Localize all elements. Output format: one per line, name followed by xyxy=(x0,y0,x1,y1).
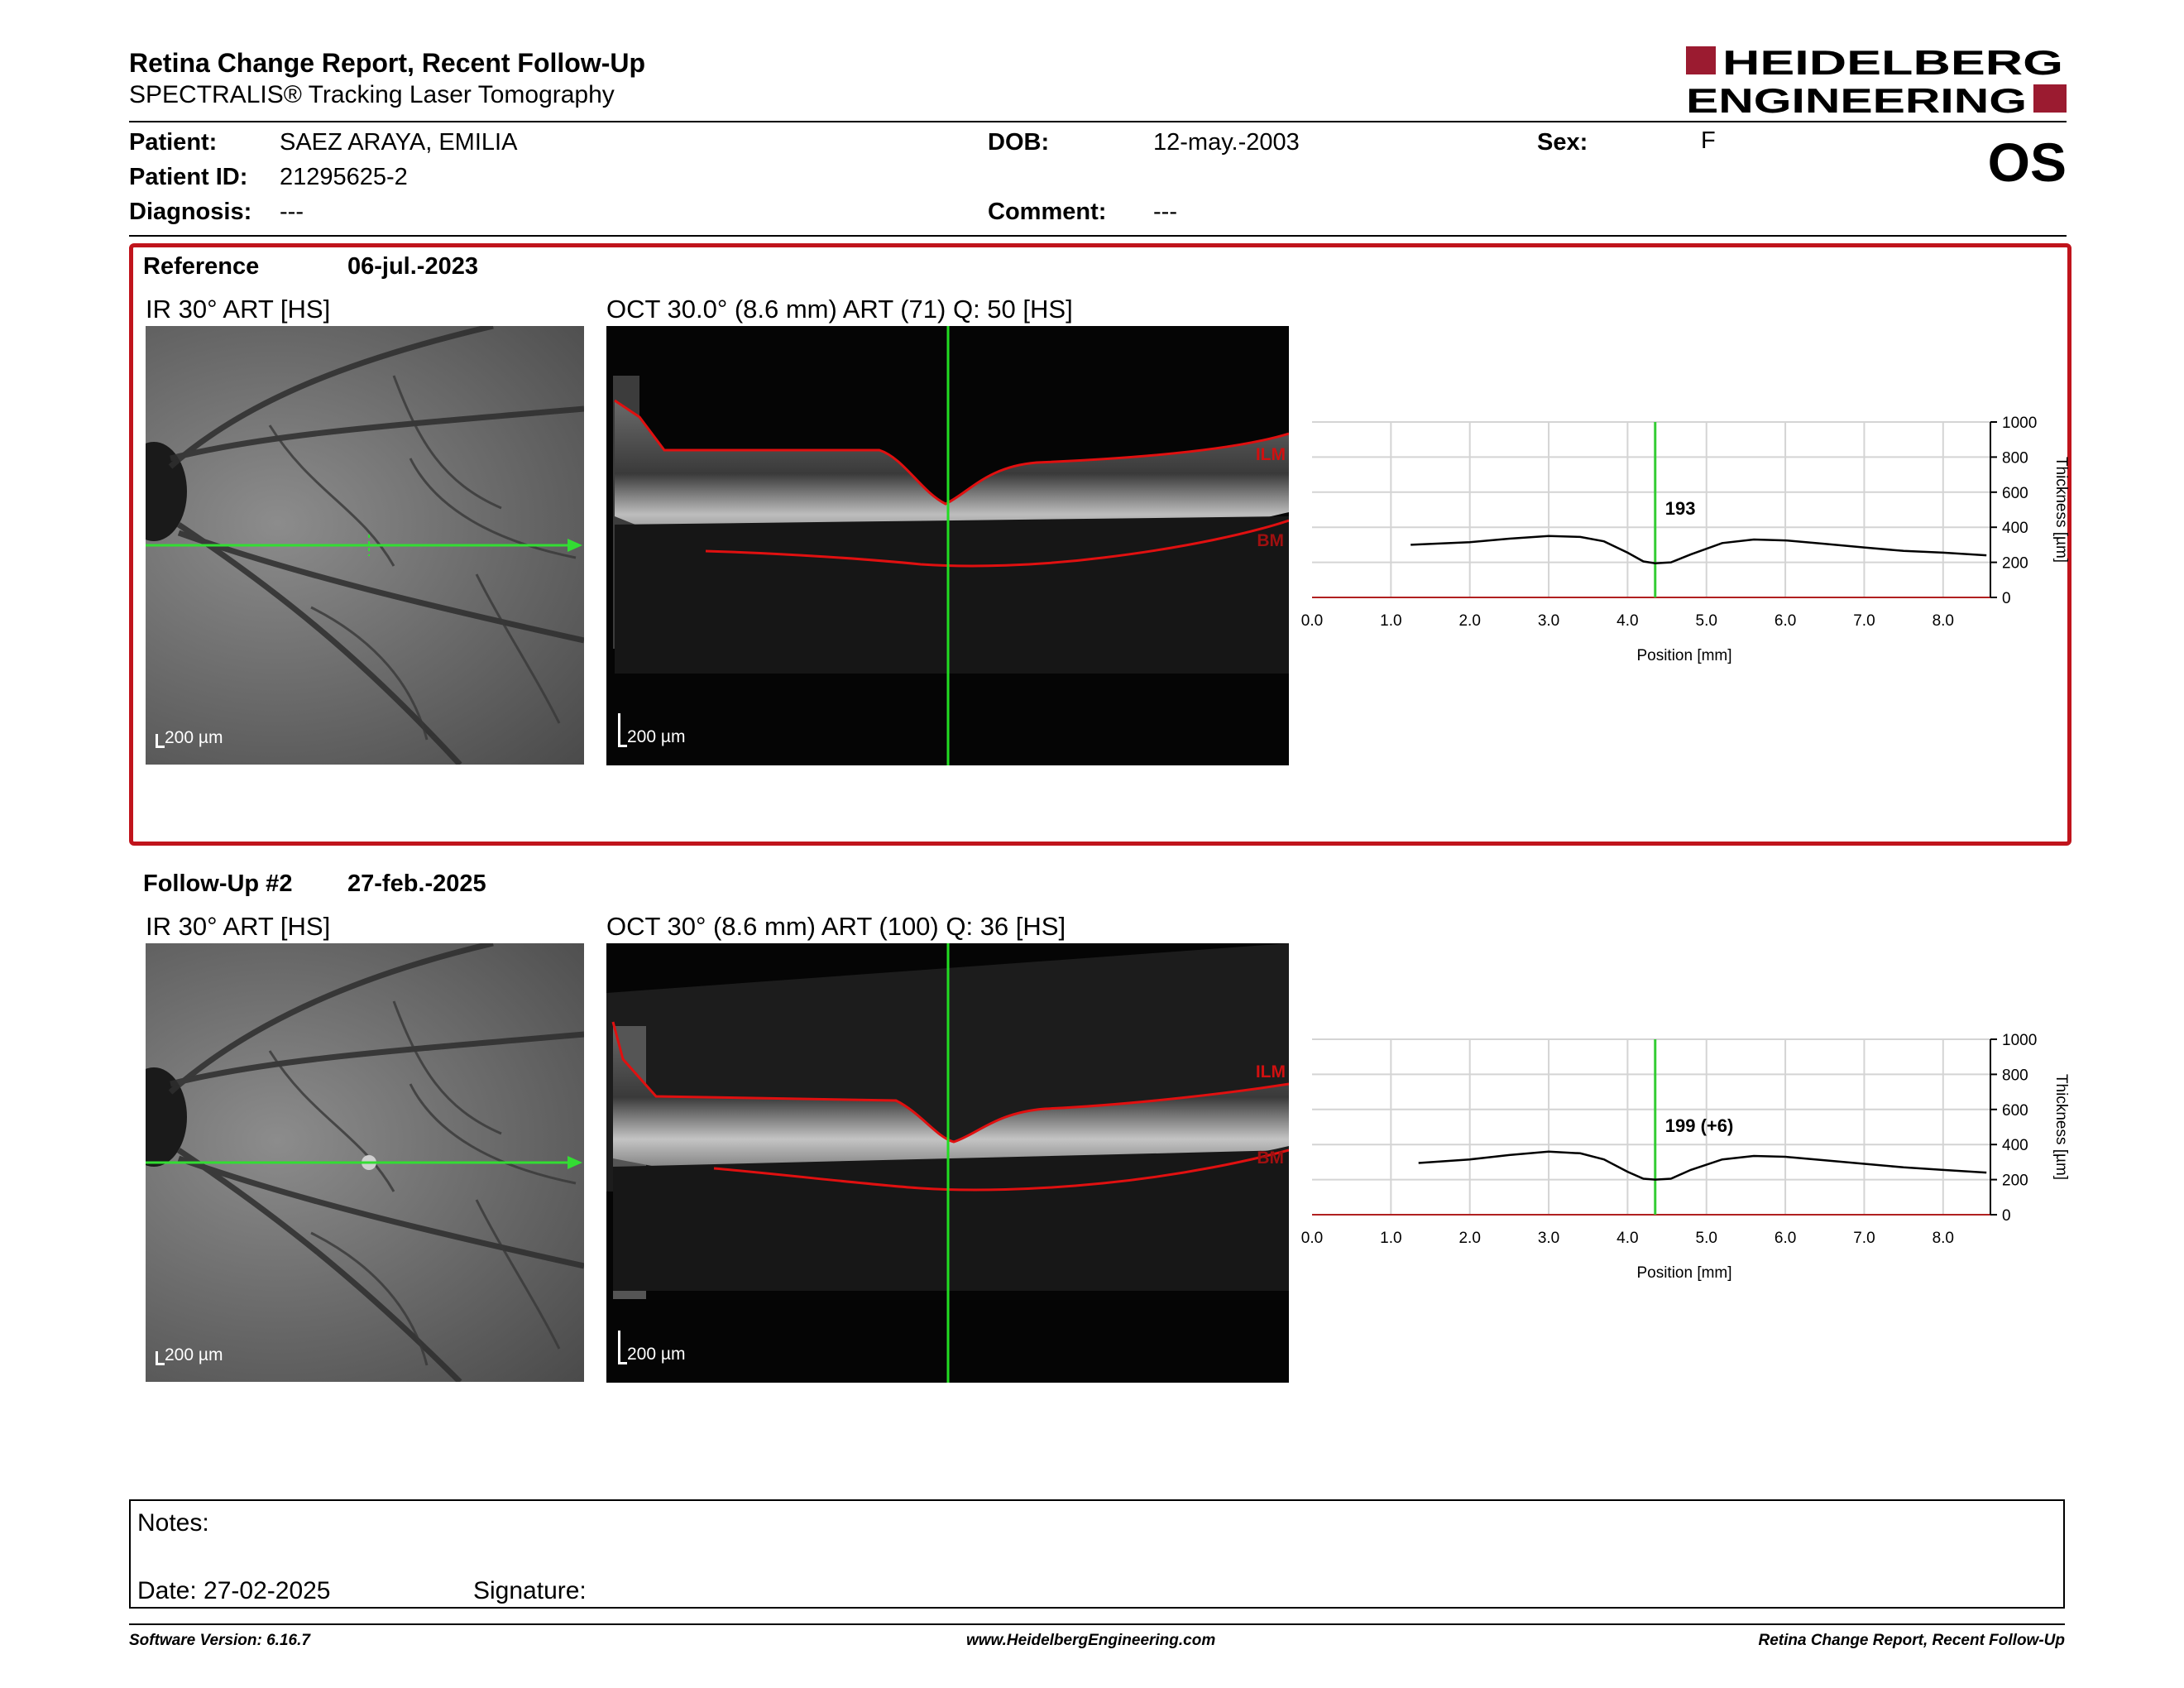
x-tick-label: 4.0 xyxy=(1616,612,1638,630)
signature-label: Signature: xyxy=(473,1577,587,1604)
report-subtitle: SPECTRALIS® Tracking Laser Tomography xyxy=(129,81,615,108)
comment-label: Comment: xyxy=(988,199,1107,225)
followup-oct-scale: 200 µm xyxy=(627,1345,686,1364)
followup-ir-fundus-image: 200 µm xyxy=(146,943,584,1382)
x-tick-label: 8.0 xyxy=(1933,612,1954,630)
logo-line2: ENGINEERING xyxy=(1686,81,2027,117)
reference-ilm-label: ILM xyxy=(1255,445,1286,464)
y-tick-label: 400 xyxy=(2002,520,2028,537)
reference-ir-scale: 200 µm xyxy=(165,728,223,747)
x-tick-label: 5.0 xyxy=(1696,1230,1717,1247)
reference-date: 06-jul.-2023 xyxy=(347,253,478,280)
x-tick-label: 2.0 xyxy=(1458,612,1480,630)
x-axis-label: Position [mm] xyxy=(1636,647,1731,664)
dob-label: DOB: xyxy=(988,129,1050,156)
followup-oct-bscan-image: ILM BM 200 µm xyxy=(606,943,1289,1383)
heidelberg-logo: HEIDELBERG ENGINEERING xyxy=(1686,43,2067,117)
eye-indicator: OS xyxy=(1987,132,2067,193)
x-tick-label: 4.0 xyxy=(1616,1230,1638,1247)
notes-label: Notes: xyxy=(137,1509,209,1537)
footer-software-version: Software Version: 6.16.7 xyxy=(129,1632,310,1649)
x-tick-label: 0.0 xyxy=(1301,1230,1323,1247)
reference-thickness-chart: 0 200 400 600 800 1000 0.0 1.0 2.0 3.0 4.0 5.0 6.0 7.… xyxy=(1301,415,2068,664)
x-tick-label: 7.0 xyxy=(1853,1230,1875,1247)
followup-date: 27-feb.-2025 xyxy=(347,870,486,897)
reference-ir-label: IR 30° ART [HS] xyxy=(146,295,331,324)
thickness-profile-line xyxy=(1410,535,1987,564)
y-tick-label: 600 xyxy=(2002,485,2028,502)
patient-label: Patient: xyxy=(129,129,218,156)
dob-value: 12-may.-2003 xyxy=(1153,129,1300,156)
followup-thickness-chart: 0 200 400 600 800 1000 0.0 1.0 2.0 3.0 4.0 5.0 6.0 7.… xyxy=(1301,1032,2068,1282)
followup-ilm-label: ILM xyxy=(1255,1062,1286,1081)
y-tick-label: 200 xyxy=(2002,555,2028,573)
y-tick-label: 0 xyxy=(2002,590,2011,607)
x-axis-label: Position [mm] xyxy=(1636,1264,1731,1282)
y-tick-label: 1000 xyxy=(2002,1032,2037,1049)
x-tick-label: 2.0 xyxy=(1458,1230,1480,1247)
y-tick-label: 600 xyxy=(2002,1102,2028,1120)
x-tick-label: 7.0 xyxy=(1853,612,1875,630)
reference-label: Reference xyxy=(143,253,260,280)
x-tick-label: 3.0 xyxy=(1538,612,1559,630)
reference-ir-fundus-image: 200 µm xyxy=(146,326,584,765)
y-tick-label: 400 xyxy=(2002,1137,2028,1154)
footer-report-name: Retina Change Report, Recent Follow-Up xyxy=(1758,1632,2065,1649)
sex-value: F xyxy=(1701,127,1716,154)
y-axis-label: Thickness [µm] xyxy=(2052,457,2068,563)
followup-ir-scale: 200 µm xyxy=(165,1345,223,1364)
reference-oct-scale: 200 µm xyxy=(627,727,686,746)
followup-bm-label: BM xyxy=(1257,1149,1284,1168)
reference-oct-label: OCT 30.0° (8.6 mm) ART (71) Q: 50 [HS] xyxy=(606,295,1073,324)
reference-oct-bscan-image: ILM BM 200 µm xyxy=(606,326,1289,765)
followup-ir-label: IR 30° ART [HS] xyxy=(146,912,331,941)
reference-section-frame xyxy=(129,243,2071,846)
notes-date: Date: 27-02-2025 xyxy=(137,1577,331,1604)
y-tick-label: 800 xyxy=(2002,449,2028,467)
x-tick-label: 0.0 xyxy=(1301,612,1323,630)
thickness-profile-line xyxy=(1418,1150,1987,1181)
y-tick-label: 0 xyxy=(2002,1207,2011,1225)
logo-line1: HEIDELBERG xyxy=(1722,43,2063,82)
comment-value: --- xyxy=(1153,199,1177,225)
x-tick-label: 1.0 xyxy=(1380,1230,1401,1247)
patient-name: SAEZ ARAYA, EMILIA xyxy=(280,129,518,156)
notes-box: Notes: Date: 27-02-2025 Signature: xyxy=(129,1499,2065,1609)
report-title: Retina Change Report, Recent Follow-Up xyxy=(129,48,646,78)
y-axis-label: Thickness [µm] xyxy=(2052,1074,2068,1180)
sex-label: Sex: xyxy=(1537,129,1588,156)
followup-oct-label: OCT 30° (8.6 mm) ART (100) Q: 36 [HS] xyxy=(606,912,1066,941)
x-tick-label: 5.0 xyxy=(1696,612,1717,630)
followup-label: Follow-Up #2 xyxy=(143,870,293,897)
footer-website[interactable]: www.HeidelbergEngineering.com xyxy=(966,1632,1216,1649)
y-tick-label: 800 xyxy=(2002,1067,2028,1084)
x-tick-label: 6.0 xyxy=(1774,1230,1796,1247)
x-tick-label: 8.0 xyxy=(1933,1230,1954,1247)
cursor-thickness-label: 193 xyxy=(1665,498,1696,519)
x-tick-label: 6.0 xyxy=(1774,612,1796,630)
x-tick-label: 3.0 xyxy=(1538,1230,1559,1247)
y-tick-label: 200 xyxy=(2002,1172,2028,1190)
reference-bm-label: BM xyxy=(1257,531,1284,550)
patient-id-label: Patient ID: xyxy=(129,164,248,190)
x-tick-label: 1.0 xyxy=(1380,612,1401,630)
diagnosis-value: --- xyxy=(280,199,304,225)
y-tick-label: 1000 xyxy=(2002,415,2037,432)
diagnosis-label: Diagnosis: xyxy=(129,199,252,225)
cursor-thickness-label: 199 (+6) xyxy=(1665,1115,1734,1136)
patient-id: 21295625-2 xyxy=(280,164,408,190)
